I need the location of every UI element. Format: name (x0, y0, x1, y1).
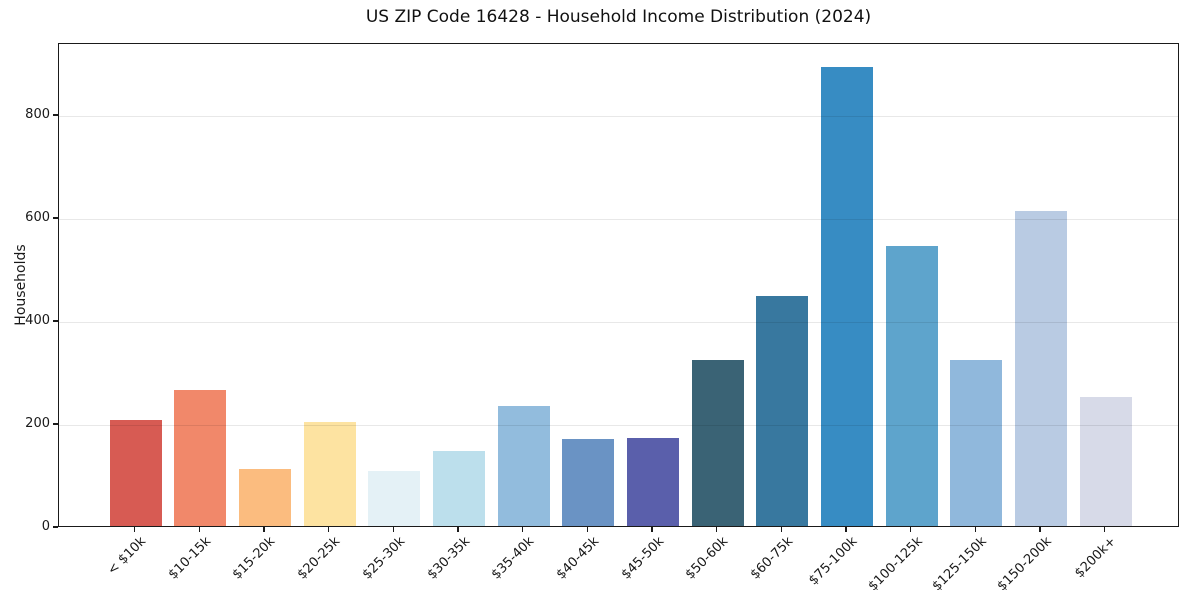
x-tick-label-14: $150-200k (994, 534, 1055, 590)
x-tick-mark-15 (1104, 527, 1106, 532)
x-tick-label-12: $100-125k (865, 534, 926, 590)
bar-35-40k (497, 405, 550, 526)
x-tick-label-10: $60-75k (747, 534, 796, 583)
bar-30-35k (433, 450, 486, 526)
x-tick-mark-6 (522, 527, 524, 532)
x-tick-mark-0 (134, 527, 136, 532)
y-tick-label-600: 600 (25, 210, 50, 226)
y-tick-mark-600 (53, 217, 58, 219)
y-tick-mark-0 (53, 526, 58, 528)
x-tick-label-0: < $10k (105, 534, 150, 579)
bar-60-75k (756, 295, 809, 526)
gridline-y800 (59, 116, 1178, 118)
x-tick-mark-1 (198, 527, 201, 532)
bar-45-50k (627, 438, 680, 526)
x-tick-label-3: $20-25k (294, 534, 344, 583)
bar-200k (1079, 397, 1132, 526)
y-tick-label-200: 200 (25, 416, 50, 431)
plot-area (58, 43, 1179, 527)
x-tick-label-8: $45-50k (618, 534, 667, 583)
x-tick-mark-4 (392, 527, 395, 532)
bar-10-15k (174, 389, 227, 526)
bar-125-150k (950, 359, 1003, 526)
bar-25-30k (368, 471, 421, 526)
bar-40-45k (562, 439, 615, 526)
bar-20-25k (303, 422, 356, 526)
x-tick-label-2: $15-20k (230, 534, 279, 583)
bar-150-200k (1015, 210, 1068, 526)
x-tick-mark-10 (780, 527, 783, 532)
x-tick-mark-7 (586, 527, 589, 532)
x-tick-label-9: $50-60k (682, 534, 732, 583)
x-tick-mark-2 (263, 527, 265, 532)
gridline-y400 (59, 322, 1178, 323)
x-tick-label-15: $200k+ (1072, 534, 1120, 582)
bar-10k (109, 420, 162, 526)
x-tick-mark-11 (845, 527, 847, 532)
bar-75-100k (821, 67, 874, 526)
bar-50-60k (691, 360, 744, 526)
chart-title: US ZIP Code 16428 - Household Income Dis… (365, 7, 872, 27)
x-tick-mark-12 (910, 527, 912, 532)
x-tick-mark-13 (974, 527, 977, 532)
x-tick-mark-14 (1039, 527, 1041, 532)
x-tick-mark-9 (716, 527, 718, 532)
x-tick-mark-5 (457, 527, 459, 532)
bar-15-20k (239, 469, 291, 526)
y-tick-mark-800 (53, 114, 58, 116)
y-tick-label-0: 0 (41, 519, 50, 534)
y-tick-mark-200 (53, 423, 58, 425)
x-tick-label-5: $30-35k (424, 534, 473, 583)
x-tick-label-7: $40-45k (553, 534, 602, 583)
x-tick-mark-3 (328, 527, 330, 532)
x-tick-label-6: $35-40k (488, 534, 538, 583)
x-tick-label-4: $25-30k (359, 534, 408, 583)
y-tick-label-800: 800 (25, 107, 50, 123)
y-tick-label-400: 400 (25, 313, 50, 328)
x-tick-label-11: $75-100k (806, 534, 861, 589)
x-tick-label-1: $10-15k (165, 534, 214, 583)
y-tick-mark-400 (53, 320, 58, 322)
gridline-y600 (59, 219, 1178, 221)
bar-100-125k (885, 245, 938, 526)
x-tick-label-13: $125-150k (929, 534, 990, 590)
gridline-y200 (59, 425, 1178, 426)
x-tick-mark-8 (651, 527, 653, 532)
